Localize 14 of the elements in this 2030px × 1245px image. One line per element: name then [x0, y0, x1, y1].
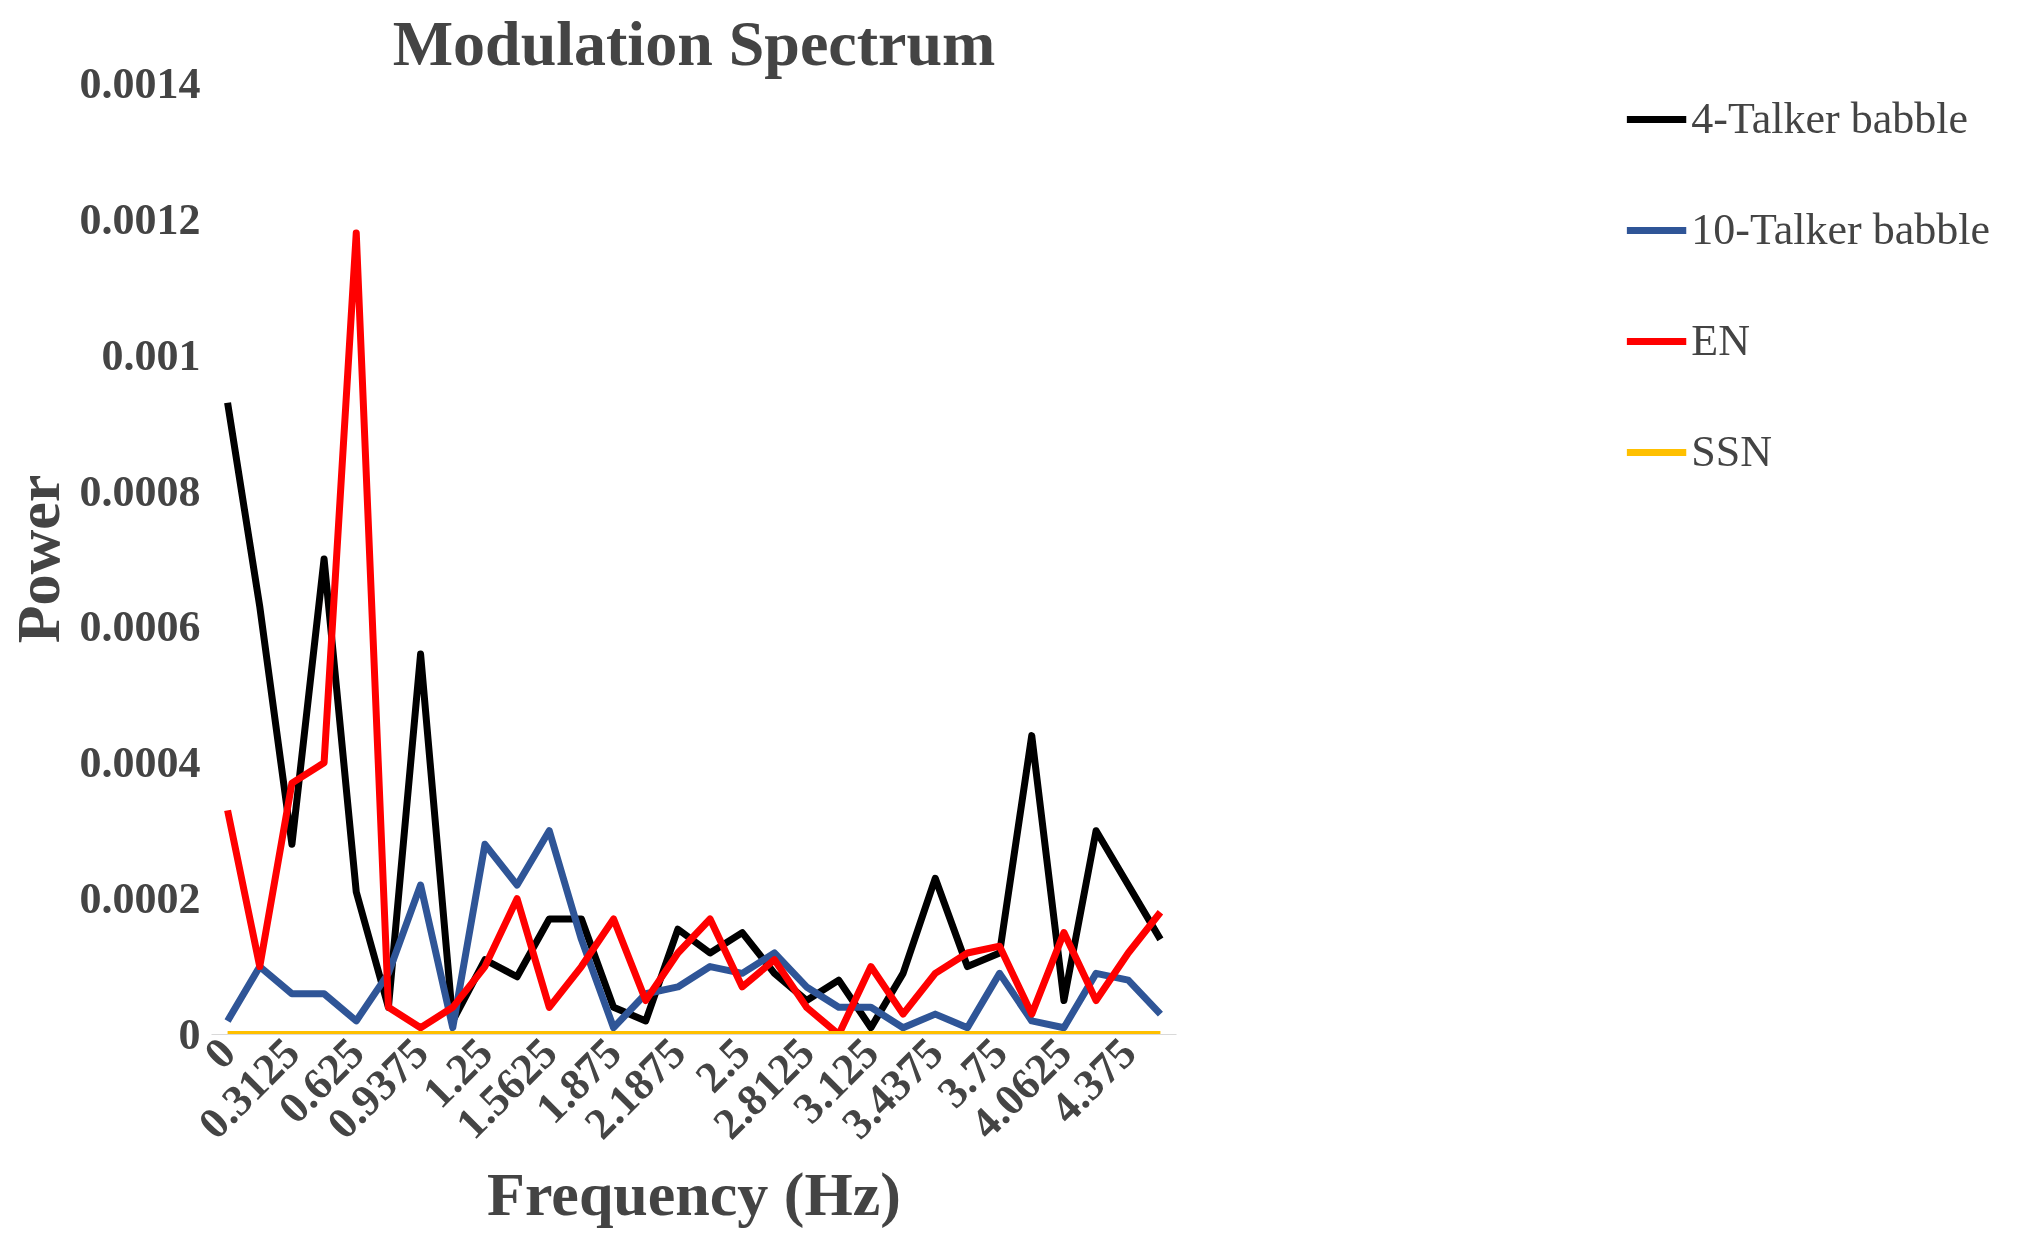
legend-label: 10-Talker babble — [1691, 204, 1990, 255]
y-tick-label: 0.0004 — [79, 738, 201, 788]
legend-label: SSN — [1691, 426, 1773, 477]
y-axis-title: Power — [3, 474, 72, 644]
y-tick-label: 0.0006 — [79, 602, 201, 652]
y-tick-label: 0.0014 — [79, 59, 201, 108]
x-axis-title: Frequency (Hz) — [487, 1159, 901, 1229]
y-tick-label: 0.0002 — [79, 874, 201, 924]
legend-label: 4-Talker babble — [1691, 93, 1968, 144]
y-tick-label: 0.0008 — [79, 466, 201, 516]
legend-label: EN — [1691, 315, 1750, 366]
chart-title: Modulation Spectrum — [392, 7, 996, 79]
y-tick-label: 0.0012 — [79, 194, 201, 244]
y-tick-label: 0.001 — [101, 330, 201, 380]
